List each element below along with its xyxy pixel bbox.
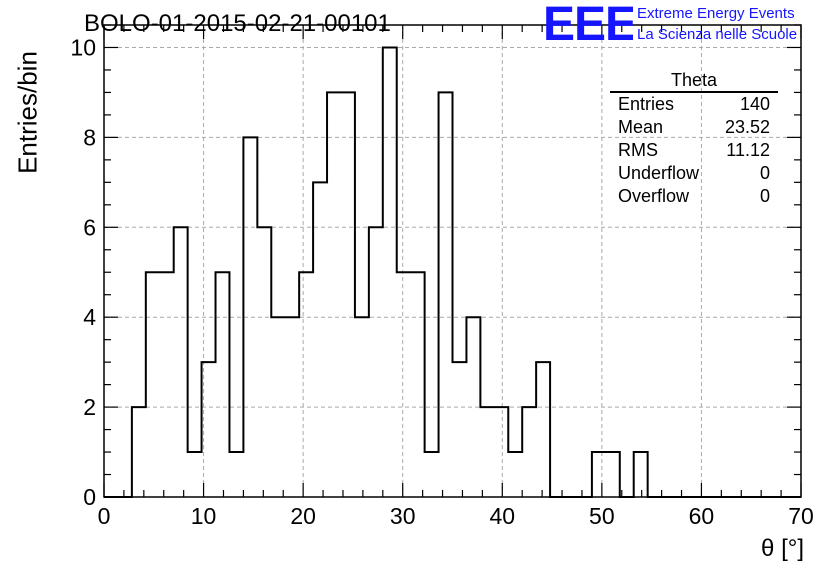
stats-label: RMS	[618, 140, 658, 160]
x-tick-label: 20	[290, 503, 316, 529]
x-tick-labels: 0 10 20 30 40 50 60 70	[98, 503, 814, 529]
x-tick-label: 70	[788, 503, 814, 529]
x-tick-label: 40	[489, 503, 515, 529]
grid-lines	[104, 25, 801, 497]
stats-value: 23.52	[724, 117, 770, 137]
x-tick-label: 30	[390, 503, 416, 529]
y-axis-label: Entries/bin	[12, 51, 43, 174]
eee-logo: EEE	[543, 1, 633, 45]
x-axis-label: θ [°]	[761, 535, 804, 562]
y-tick-label: 6	[83, 214, 96, 240]
stats-row-mean: Mean 23.52	[610, 116, 778, 139]
plot-frame	[103, 24, 802, 498]
stats-label: Overflow	[618, 186, 690, 206]
x-tick-label: 60	[689, 503, 715, 529]
x-tick-label: 0	[98, 503, 111, 529]
logo-line-1: Extreme Energy Events	[637, 5, 795, 22]
y-tick-label: 4	[83, 304, 96, 330]
stats-value: 11.12	[726, 140, 770, 160]
stats-value: 0	[759, 163, 770, 183]
stats-value: 0	[759, 186, 770, 206]
stats-value: 140	[739, 94, 770, 114]
run-title: BOLO-01-2015-02-21-00101	[84, 10, 391, 37]
stats-row-overflow: Overflow 0	[610, 185, 778, 208]
stats-row-entries: Entries 140	[610, 93, 778, 116]
stats-label: Mean	[618, 117, 664, 137]
histogram-series-theta	[104, 46, 801, 498]
logo-line-2: La Scienza nelle Scuole	[637, 26, 798, 43]
y-tick-label: 2	[83, 394, 96, 420]
x-tick-label: 50	[589, 503, 615, 529]
logo-caption: Extreme Energy Events La Scienza nelle S…	[637, 3, 797, 45]
stats-row-rms: RMS 11.12	[610, 139, 778, 162]
y-tick-label: 8	[83, 124, 96, 150]
stats-title: Theta	[610, 70, 778, 93]
y-tick-labels: 0 2 4 6 8 10	[70, 34, 96, 510]
eee-logo-mark: EEE	[543, 1, 633, 45]
x-tick-label: 10	[191, 503, 217, 529]
stats-row-underflow: Underflow 0	[610, 162, 778, 185]
y-tick-label: 10	[70, 34, 96, 60]
stats-label: Entries	[618, 94, 675, 114]
y-tick-label: 0	[83, 484, 96, 510]
stats-box: Theta Entries 140 Mean 23.52 RMS 11.12 U…	[610, 70, 778, 208]
stats-label: Underflow	[618, 163, 700, 183]
